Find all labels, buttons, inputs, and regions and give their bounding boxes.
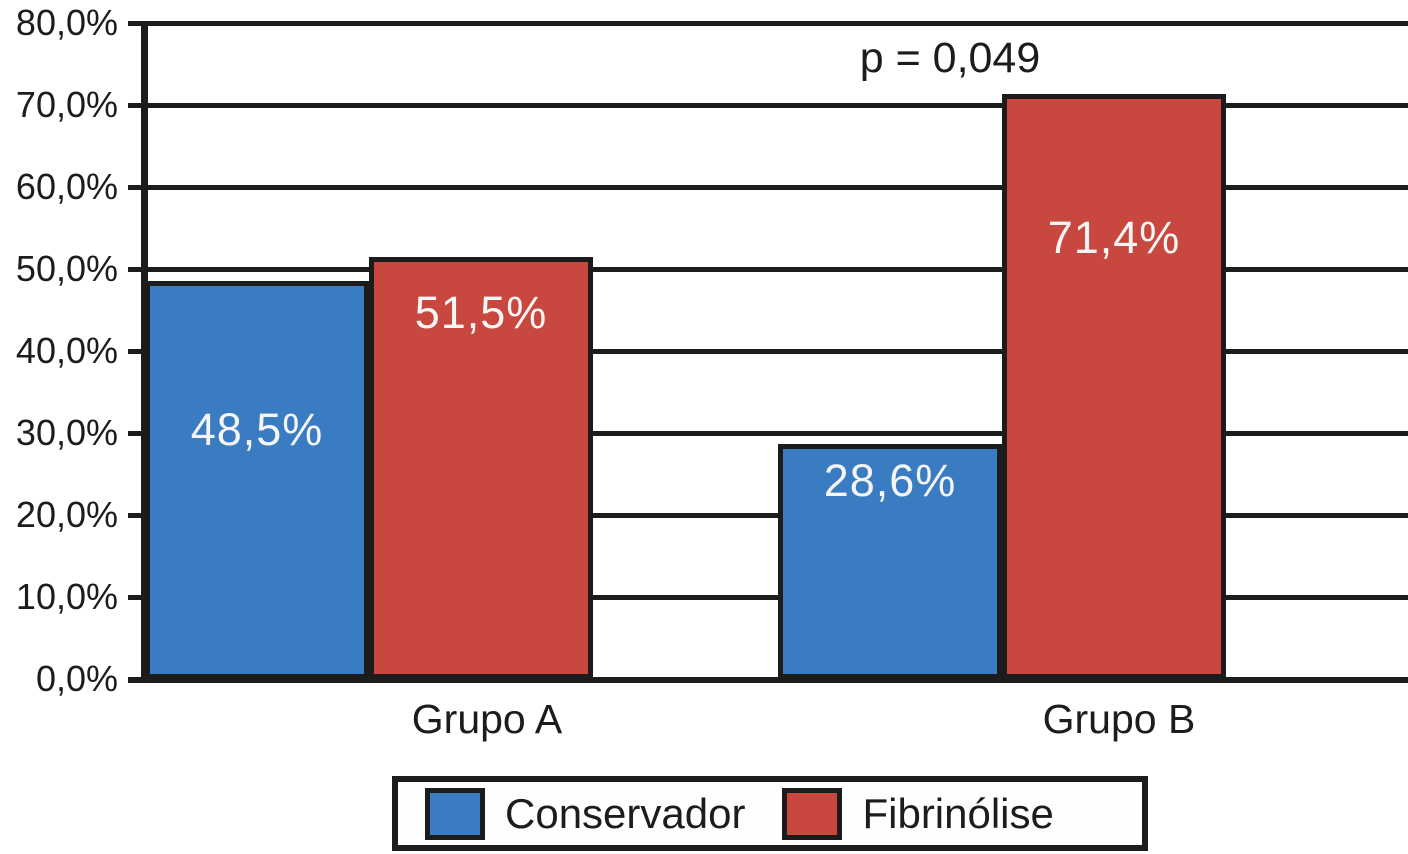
y-axis-line (141, 21, 148, 681)
y-tick-label: 40,0% (15, 330, 118, 371)
y-tick-label: 20,0% (15, 494, 118, 535)
legend: Conservador Fibrinólise (392, 776, 1148, 851)
y-tick-label: 70,0% (15, 84, 118, 125)
x-axis-label-grupo-a: Grupo A (411, 696, 563, 742)
legend-swatch-conservador (425, 787, 485, 840)
legend-swatch-fibrinolise (782, 787, 843, 840)
legend-item-conservador: Conservador (425, 787, 746, 840)
x-axis-label-grupo-b: Grupo B (1042, 696, 1196, 742)
bar-value-label: 48,5% (190, 404, 324, 456)
y-tick-label: 60,0% (15, 166, 118, 207)
legend-label-conservador: Conservador (505, 789, 746, 837)
gridline (128, 21, 1408, 26)
gridline (128, 677, 1408, 683)
bar-grupo-b-fibrinolise: 71,4% (1002, 93, 1226, 679)
y-tick-label: 30,0% (15, 412, 118, 453)
y-tick-label: 50,0% (15, 248, 118, 289)
y-tick-label: 0,0% (35, 658, 118, 699)
gridline (128, 103, 1408, 108)
gridline (128, 185, 1408, 190)
y-tick-label: 80,0% (15, 2, 118, 43)
gridline (128, 349, 1408, 354)
bar-grupo-a-conservador: 48,5% (145, 281, 369, 679)
plot-area: p = 0,049 48,5% 51,5% 28,6% 71,4% (145, 23, 1408, 679)
bar-value-label: 51,5% (414, 286, 548, 338)
p-value-annotation: p = 0,049 (859, 34, 1041, 82)
legend-label-fibrinolise: Fibrinólise (862, 789, 1054, 837)
y-tick-label: 10,0% (15, 576, 118, 617)
bar-value-label: 28,6% (823, 455, 957, 507)
gridline (128, 513, 1408, 518)
bar-grupo-b-conservador: 28,6% (778, 444, 1002, 679)
bar-value-label: 71,4% (1047, 211, 1181, 263)
gridline (128, 595, 1408, 600)
bar-grupo-a-fibrinolise: 51,5% (369, 256, 593, 679)
gridline (128, 267, 1408, 272)
gridline (128, 431, 1408, 436)
legend-item-fibrinolise: Fibrinólise (782, 787, 1054, 840)
